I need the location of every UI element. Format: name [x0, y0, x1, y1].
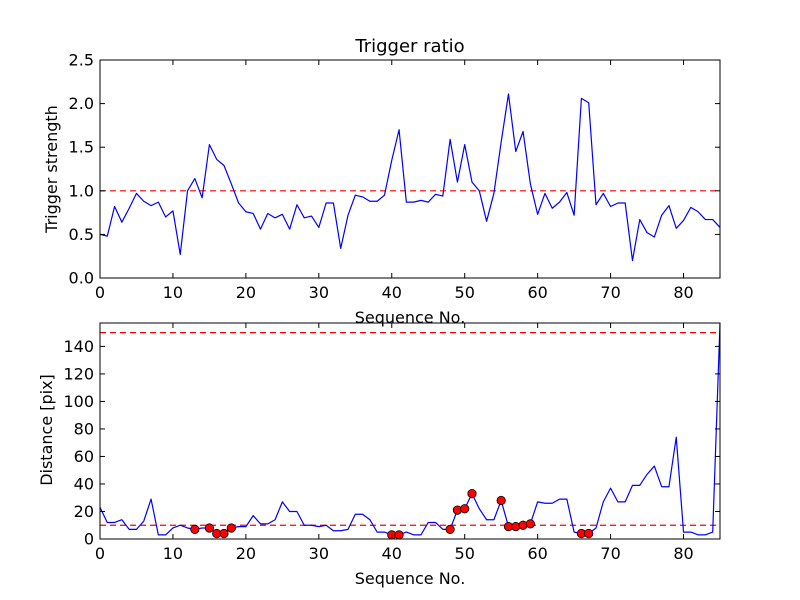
flagged-point [525, 519, 535, 529]
distance-ylabel: Distance [pix] [37, 374, 56, 486]
y-tick-label: 100 [63, 392, 94, 411]
y-tick-label: 140 [63, 337, 94, 356]
trigger-ratio-xlabel: Sequence No. [355, 308, 466, 327]
trigger-ratio-ticks: 0 10 20 30 40 50 60 70 80 0.0 0.5 1.0 1.5 2.0 2.5 [69, 51, 720, 302]
flagged-point [190, 524, 200, 534]
x-tick-label: 10 [163, 544, 183, 563]
distance-frame [99, 322, 721, 540]
y-tick-label: 120 [63, 364, 94, 383]
y-tick-label: 60 [74, 447, 94, 466]
series-line-distance [100, 323, 720, 536]
x-tick-label: 70 [600, 283, 620, 302]
x-tick-label: 30 [309, 544, 329, 563]
flagged-point [226, 523, 236, 533]
x-tick-label: 40 [382, 283, 402, 302]
flagged-point [584, 528, 594, 539]
y-tick-label: 0.5 [69, 225, 94, 244]
y-tick-label: 40 [74, 474, 94, 493]
x-tick-label: 50 [455, 283, 475, 302]
flagged-point [394, 530, 404, 540]
distance-xlabel: Sequence No. [355, 569, 466, 588]
y-tick-label: 1.5 [69, 138, 94, 157]
x-tick-label: 0 [95, 544, 105, 563]
y-tick-label: 0.0 [69, 269, 94, 288]
distance-ticks: 0 10 20 30 40 50 60 70 80 0 20 40 60 80 100 120 140 [63, 323, 720, 563]
flagged-point [496, 495, 506, 506]
x-tick-label: 10 [163, 283, 183, 302]
y-tick-label: 0 [84, 530, 94, 549]
y-tick-label: 2.0 [69, 94, 94, 113]
y-tick-label: 1.0 [69, 181, 94, 200]
x-tick-label: 60 [527, 283, 547, 302]
x-tick-label: 70 [600, 544, 620, 563]
y-tick-label: 20 [74, 502, 94, 521]
x-tick-label: 20 [236, 544, 256, 563]
x-tick-label: 60 [527, 544, 547, 563]
x-tick-label: 80 [673, 283, 693, 302]
x-tick-label: 30 [309, 283, 329, 302]
y-tick-label: 80 [74, 419, 94, 438]
distance-axes: 0 10 20 30 40 50 60 70 80 0 20 40 60 80 100 120 140 Sequ… [37, 322, 721, 588]
flagged-point [460, 504, 470, 514]
x-tick-label: 80 [673, 544, 693, 563]
series-line-trigger-strength [100, 93, 720, 262]
trigger-ratio-axes: Trigger ratio 0 10 20 30 40 50 60 70 80 0.0 0.5 1.0… [42, 36, 721, 327]
plot-contents [100, 323, 720, 536]
y-tick-label: 2.5 [69, 51, 94, 70]
trigger-ratio-plot-area [100, 93, 720, 262]
flagged-point [204, 523, 215, 533]
flagged-point [219, 528, 229, 539]
trigger-ratio-frame [99, 59, 721, 279]
x-tick-label: 50 [455, 544, 475, 563]
flagged-point [467, 488, 477, 499]
chart-title: Trigger ratio [354, 36, 464, 57]
trigger-ratio-ylabel: Trigger strength [42, 105, 61, 234]
x-tick-label: 0 [95, 283, 105, 302]
distance-plot-area [100, 323, 720, 540]
x-tick-label: 20 [236, 283, 256, 302]
plot-contents [100, 93, 720, 262]
x-tick-label: 40 [382, 544, 402, 563]
flagged-point [445, 524, 455, 534]
